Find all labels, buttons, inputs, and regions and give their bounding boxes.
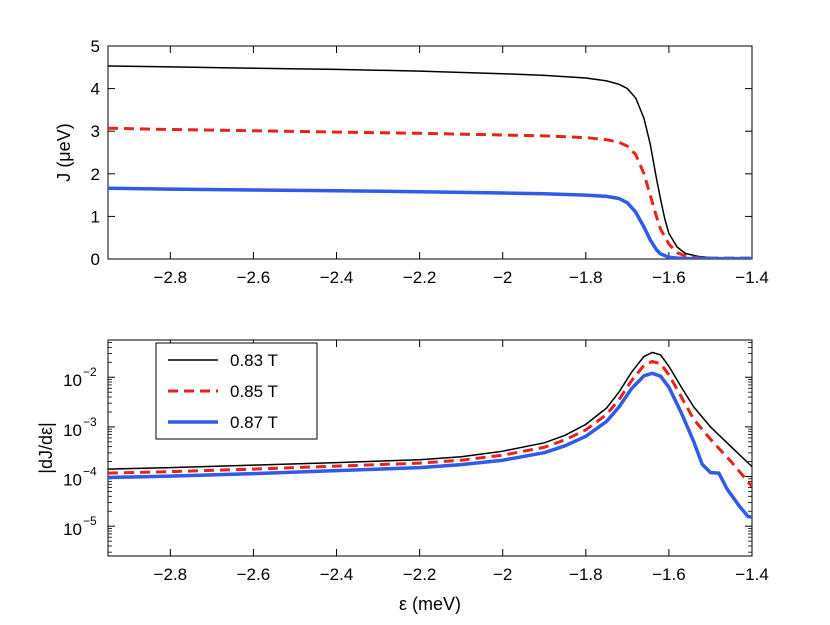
x-axis-label: ε (meV)	[399, 594, 461, 614]
bottom-x-tick-label: −1.8	[569, 565, 603, 584]
top-x-tick-label: −2.6	[237, 268, 271, 287]
top-series-line-0-85-t	[108, 126, 752, 259]
bottom-y-tick-label: 10	[63, 371, 82, 390]
bottom-x-tick-label: −2	[493, 565, 512, 584]
bottom-ticks: −2.8 −2.6 −2.4 −2.2 −2 −1.8 −1.6 −1.410−510−410…	[63, 340, 769, 584]
bottom-x-tick-label: −1.4	[735, 565, 769, 584]
legend-label-0-85t: 0.85 T	[230, 382, 278, 401]
bottom-y-tick-label: 10	[63, 520, 82, 539]
legend: 0.83 T 0.85 T 0.87 T	[155, 342, 318, 440]
bottom-x-tick-label: −2.6	[237, 565, 271, 584]
bottom-y-tick-label: 10	[63, 421, 82, 440]
top-y-axis-label: J (μeV)	[54, 123, 74, 181]
bottom-y-tick-exponent: −4	[83, 465, 97, 479]
top-x-tick-label: −2.2	[403, 268, 437, 287]
top-x-tick-label: −1.6	[652, 268, 686, 287]
bottom-series-lines	[108, 351, 752, 520]
bottom-y-axis-label: |dJ/dε|	[36, 422, 56, 473]
bottom-series-line-0-83-t	[108, 351, 752, 470]
legend-label-0-87t: 0.87 T	[230, 413, 278, 432]
top-ticks: −2.8 −2.6 −2.4 −2.2 −2 −1.8 −1.6 −1.4 0 1 2 3 4 5	[91, 37, 769, 287]
bottom-y-tick-exponent: −2	[83, 365, 97, 379]
top-x-tick-label: −2.8	[154, 268, 188, 287]
bottom-series-line-0-85-t	[108, 359, 752, 488]
bottom-x-tick-label: −2.2	[403, 565, 437, 584]
bottom-x-tick-label: −1.6	[652, 565, 686, 584]
top-panel: −2.8 −2.6 −2.4 −2.2 −2 −1.8 −1.6 −1.4 0 1 2 3 4 5 J (…	[54, 37, 769, 287]
bottom-panel: −2.8 −2.6 −2.4 −2.2 −2 −1.8 −1.6 −1.410−510−410…	[36, 339, 769, 614]
top-x-tick-label: −1.4	[735, 268, 769, 287]
top-y-tick-label: 0	[91, 250, 100, 269]
top-series-line-0-87-t	[108, 186, 752, 259]
bottom-series-line-0-87-t	[108, 371, 752, 520]
top-x-tick-label: −2.4	[320, 268, 354, 287]
bottom-y-tick-exponent: −3	[83, 415, 97, 429]
bottom-x-tick-label: −2.4	[320, 565, 354, 584]
top-x-tick-label: −2	[493, 268, 512, 287]
top-y-tick-label: 4	[91, 80, 100, 99]
bottom-x-tick-label: −2.8	[154, 565, 188, 584]
top-x-tick-label: −1.8	[569, 268, 603, 287]
top-y-tick-label: 5	[91, 37, 100, 56]
top-y-tick-label: 1	[91, 207, 100, 226]
top-y-tick-label: 2	[91, 165, 100, 184]
bottom-y-tick-label: 10	[63, 471, 82, 490]
top-y-tick-label: 3	[91, 122, 100, 141]
top-series-line-0-83-t	[108, 65, 752, 259]
bottom-y-tick-exponent: −5	[83, 514, 97, 528]
top-series-lines	[108, 65, 752, 259]
top-plot-area	[107, 45, 753, 260]
legend-label-0-83t: 0.83 T	[230, 351, 278, 370]
